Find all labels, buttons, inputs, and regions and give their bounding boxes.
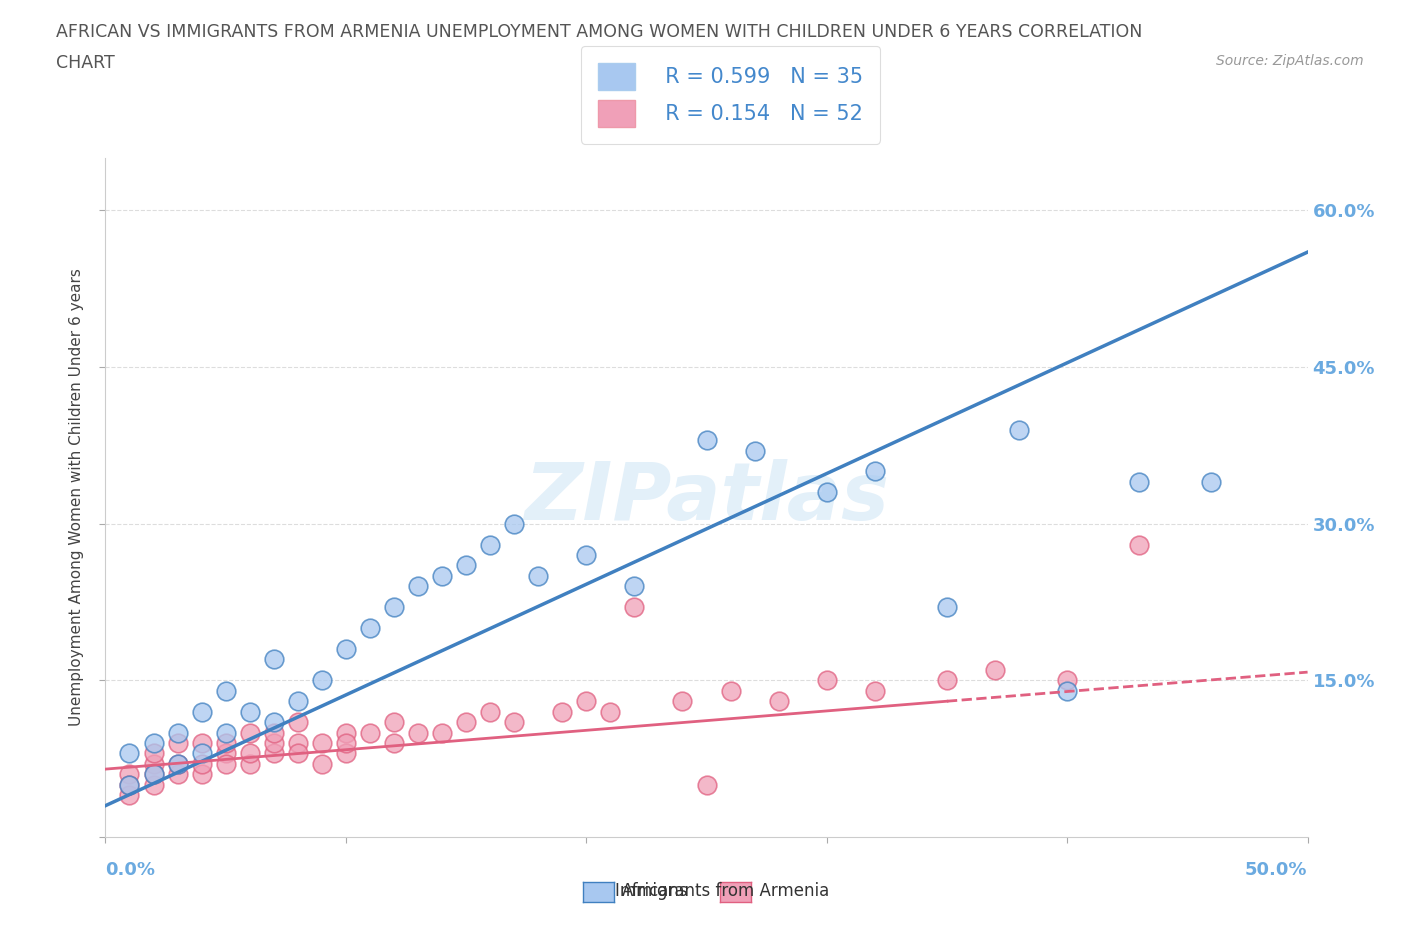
Point: [430, 568, 453, 583]
Point: [118, 777, 141, 792]
Point: [335, 746, 357, 761]
Point: [311, 673, 333, 688]
Point: [406, 578, 429, 593]
Point: [166, 725, 188, 740]
Point: [479, 538, 502, 552]
Point: [166, 756, 188, 771]
Point: [190, 746, 212, 761]
Point: [311, 736, 333, 751]
Point: [575, 694, 598, 709]
Point: [551, 704, 574, 719]
Point: [696, 432, 718, 447]
Point: [214, 746, 236, 761]
Point: [744, 443, 766, 458]
Point: [575, 548, 598, 563]
Point: [1128, 538, 1150, 552]
Point: [190, 704, 212, 719]
Text: ZIPatlas: ZIPatlas: [524, 458, 889, 537]
Point: [696, 777, 718, 792]
Point: [1056, 684, 1078, 698]
Point: [815, 673, 838, 688]
Point: [239, 756, 262, 771]
Point: [287, 714, 309, 729]
Point: [142, 767, 165, 782]
Point: [936, 600, 959, 615]
Text: AFRICAN VS IMMIGRANTS FROM ARMENIA UNEMPLOYMENT AMONG WOMEN WITH CHILDREN UNDER : AFRICAN VS IMMIGRANTS FROM ARMENIA UNEMP…: [56, 23, 1143, 41]
Point: [984, 662, 1007, 677]
Point: [142, 736, 165, 751]
Point: [503, 714, 526, 729]
Point: [287, 694, 309, 709]
Point: [166, 736, 188, 751]
Point: [287, 746, 309, 761]
Point: [335, 725, 357, 740]
Legend:   R = 0.599   N = 35,   R = 0.154   N = 52: R = 0.599 N = 35, R = 0.154 N = 52: [581, 46, 880, 143]
Point: [1201, 474, 1223, 489]
Point: [863, 464, 886, 479]
Point: [190, 736, 212, 751]
Text: Africans: Africans: [623, 882, 689, 900]
Point: [142, 756, 165, 771]
Point: [382, 600, 405, 615]
Point: [118, 788, 141, 803]
Point: [768, 694, 790, 709]
Point: [263, 652, 285, 667]
Point: [166, 756, 188, 771]
Point: [335, 642, 357, 657]
Point: [454, 714, 477, 729]
Point: [239, 704, 262, 719]
Point: [239, 746, 262, 761]
Point: [287, 736, 309, 751]
Point: [863, 684, 886, 698]
Point: [406, 725, 429, 740]
Point: [335, 736, 357, 751]
Point: [382, 714, 405, 729]
Text: Source: ZipAtlas.com: Source: ZipAtlas.com: [1216, 54, 1364, 68]
Point: [479, 704, 502, 719]
Point: [214, 736, 236, 751]
Point: [599, 704, 621, 719]
Point: [623, 600, 645, 615]
Point: [142, 746, 165, 761]
Text: 0.0%: 0.0%: [105, 860, 156, 879]
Point: [190, 756, 212, 771]
Point: [214, 725, 236, 740]
Point: [720, 684, 742, 698]
Point: [214, 756, 236, 771]
Point: [382, 736, 405, 751]
Point: [142, 777, 165, 792]
Point: [1056, 673, 1078, 688]
Point: [214, 684, 236, 698]
Point: [190, 767, 212, 782]
Point: [815, 485, 838, 499]
Point: [118, 767, 141, 782]
Point: [263, 714, 285, 729]
Point: [263, 736, 285, 751]
Point: [936, 673, 959, 688]
Point: [430, 725, 453, 740]
Point: [1008, 422, 1031, 437]
Point: [359, 620, 381, 635]
Text: Immigrants from Armenia: Immigrants from Armenia: [616, 882, 830, 900]
Point: [142, 767, 165, 782]
Point: [263, 725, 285, 740]
Point: [1128, 474, 1150, 489]
Point: [454, 558, 477, 573]
Y-axis label: Unemployment Among Women with Children Under 6 years: Unemployment Among Women with Children U…: [69, 269, 84, 726]
Text: 50.0%: 50.0%: [1246, 860, 1308, 879]
Point: [671, 694, 693, 709]
Point: [118, 777, 141, 792]
Point: [503, 516, 526, 531]
Point: [359, 725, 381, 740]
Point: [239, 725, 262, 740]
Point: [118, 746, 141, 761]
Point: [166, 767, 188, 782]
Point: [311, 756, 333, 771]
Point: [527, 568, 550, 583]
Point: [263, 746, 285, 761]
Point: [623, 578, 645, 593]
Text: CHART: CHART: [56, 54, 115, 72]
